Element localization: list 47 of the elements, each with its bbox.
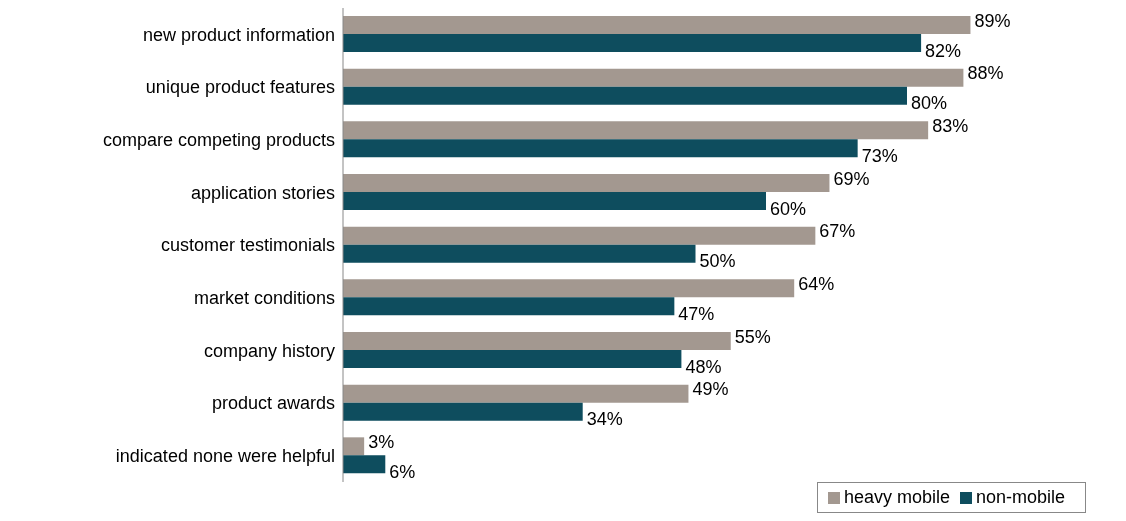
y-tick-label: indicated none were helpful <box>115 446 335 467</box>
data-label: 3% <box>368 432 395 453</box>
data-label: 80% <box>911 93 948 114</box>
bar <box>343 350 682 368</box>
data-label: 60% <box>770 198 807 219</box>
bar <box>343 68 964 87</box>
legend-label: non-mobile <box>975 487 1065 507</box>
y-tick-label: new product information <box>142 24 335 45</box>
y-tick-label: application stories <box>190 182 335 203</box>
y-tick-label: product awards <box>211 393 335 414</box>
y-tick-label: customer testimonials <box>160 235 335 256</box>
data-label: 49% <box>692 379 729 400</box>
data-label: 83% <box>932 116 969 137</box>
data-label: 73% <box>861 146 898 167</box>
bar <box>343 455 386 474</box>
bar <box>343 34 922 52</box>
data-label: 64% <box>798 274 835 295</box>
data-label: 47% <box>678 304 715 325</box>
data-label: 6% <box>389 462 416 483</box>
bar <box>343 174 830 192</box>
data-label: 82% <box>925 40 962 61</box>
data-label: 89% <box>974 10 1011 31</box>
legend-label: heavy mobile <box>843 487 950 507</box>
data-label: 50% <box>699 251 736 272</box>
data-label: 88% <box>967 63 1004 84</box>
y-tick-label: unique product features <box>145 77 335 98</box>
data-label: 55% <box>734 326 771 347</box>
bar <box>343 139 858 158</box>
y-tick-label: company history <box>203 340 335 361</box>
bar <box>343 121 929 140</box>
bar <box>343 332 731 350</box>
bar <box>343 384 689 403</box>
bar <box>343 226 816 245</box>
bar <box>343 402 583 421</box>
bar <box>343 86 907 105</box>
bar <box>343 297 675 316</box>
data-label: 34% <box>586 409 623 430</box>
data-label: 48% <box>685 356 722 377</box>
bar <box>343 437 365 456</box>
bar <box>343 279 795 298</box>
data-label: 67% <box>819 221 856 242</box>
bar <box>343 244 696 263</box>
bar <box>343 192 766 210</box>
y-tick-label: market conditions <box>193 288 335 309</box>
y-tick-label: compare competing products <box>102 130 335 151</box>
data-label: 69% <box>833 168 870 189</box>
bar <box>343 16 971 34</box>
